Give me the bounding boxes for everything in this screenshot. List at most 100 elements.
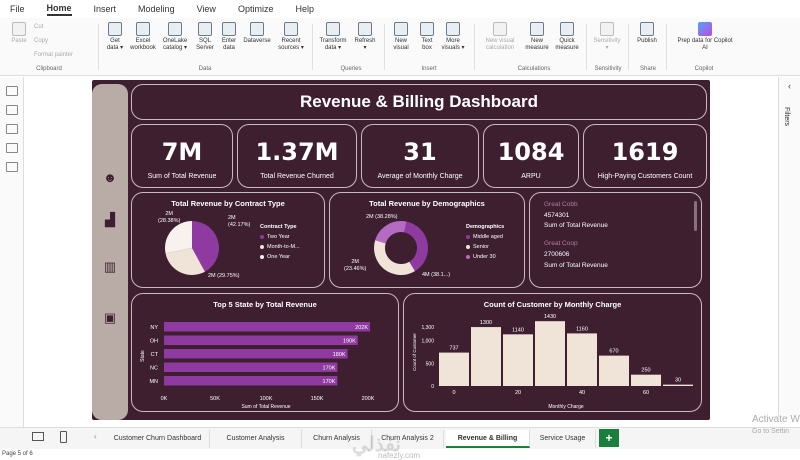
tmdl-view-icon[interactable] (5, 162, 18, 172)
mobile-view-icon[interactable] (60, 431, 67, 443)
state-bar[interactable] (164, 322, 371, 332)
new-visual-button[interactable]: New visual (386, 22, 416, 52)
charge-bar[interactable] (439, 352, 469, 386)
revenue-icon[interactable]: ▣ (103, 310, 117, 325)
charge-bar[interactable] (471, 327, 501, 386)
contract-legend-item[interactable]: Month-to-M... (260, 244, 300, 250)
onelake-catalog-button[interactable]: OneLake catalog ▾ (160, 22, 190, 52)
excel-workbook-button[interactable]: Excel workbook (128, 22, 158, 52)
x-tick-label: 50K (210, 396, 220, 402)
city-name: Great Cobb (544, 201, 578, 208)
demo-legend-item[interactable]: Middle aged (466, 234, 504, 240)
refresh-button[interactable]: Refresh ▾ (350, 22, 380, 52)
contract-legend-item[interactable]: Two Year (260, 234, 300, 240)
menu-insert[interactable]: Insert (93, 4, 117, 14)
demo-legend-item[interactable]: Under 30 (466, 254, 504, 260)
copy-button[interactable]: Copy (34, 38, 49, 44)
cut-button[interactable]: Cut (34, 24, 44, 30)
transform-data-button[interactable]: Transform data ▾ (318, 22, 348, 52)
get-data-button[interactable]: Get data ▾ (100, 22, 130, 52)
contract-pie-chart[interactable] (132, 193, 326, 289)
pie-slice-middle-aged[interactable] (404, 221, 428, 272)
analytics-icon[interactable]: ▟ (105, 212, 115, 227)
pie-slice-one-year[interactable] (165, 221, 192, 254)
x-axis-label: Monthly Charge (548, 404, 584, 410)
table-view-icon[interactable] (5, 105, 18, 115)
pie-slice-under-30[interactable] (375, 221, 407, 244)
publish-button[interactable]: Publish (632, 22, 662, 45)
enter-data-button[interactable]: Enter data (214, 22, 244, 52)
tab-churn-analysis[interactable]: Churn Analysis (302, 430, 372, 448)
new-visual-calculation-button[interactable]: New visual calculation (480, 22, 520, 52)
recent-sources-button[interactable]: Recent sources ▾ (276, 22, 306, 52)
charge-bar[interactable] (535, 321, 565, 386)
chart-icon[interactable]: ▥ (103, 259, 117, 274)
model-view-icon[interactable] (5, 124, 18, 134)
paste-button[interactable]: Paste (4, 22, 34, 45)
menu-optimize[interactable]: Optimize (237, 4, 274, 14)
state-bar[interactable] (164, 335, 358, 346)
menu-modeling[interactable]: Modeling (138, 4, 175, 14)
desktop-view-icon[interactable] (32, 432, 44, 441)
tab-customer-churn[interactable]: Customer Churn Dashboard (106, 430, 210, 448)
y-tick-label: 500 (426, 361, 435, 367)
state-bar[interactable] (164, 362, 338, 373)
scroll-left-icon[interactable]: ‹ (94, 432, 97, 441)
charge-bar[interactable] (663, 384, 693, 386)
states-bars[interactable]: NY 202K OH 190K CT 180K NC 170K MN 170K 0K 50K 100K 1… (140, 322, 375, 410)
tab-customer-analysis[interactable]: Customer Analysis (210, 430, 302, 448)
add-page-button[interactable]: + (599, 429, 619, 447)
new-measure-button[interactable]: New measure (522, 22, 552, 52)
report-view-icon[interactable] (5, 86, 18, 96)
state-label: CT (151, 352, 159, 358)
prep-data-copilot-button[interactable]: Prep data for Copilot AI (670, 22, 740, 52)
menu-home[interactable]: Home (46, 3, 72, 16)
menu-file[interactable]: File (10, 4, 25, 14)
demo-legend-item[interactable]: Senior (466, 244, 504, 250)
top-cities-card[interactable]: Great Cobb 4574301 Sum of Total Revenue … (529, 192, 702, 288)
page-tabs-bar: ‹ Customer Churn Dashboard Customer Anal… (0, 427, 800, 449)
contract-pie-slices[interactable] (165, 221, 220, 275)
demographics-card: Total Revenue by Demographics 2M (38.28%… (329, 192, 525, 288)
tab-service-usage[interactable]: Service Usage (530, 430, 596, 448)
list-scrollbar[interactable] (694, 201, 697, 231)
format-painter-button[interactable]: Format painter (34, 52, 74, 58)
pie-slice-two-year[interactable] (192, 221, 220, 272)
charge-bar[interactable] (631, 374, 661, 386)
monthly-bars[interactable]: 737 1300 1140 1430 1160 670 250 30 0 500 1,000 1,30… (412, 314, 703, 410)
sensitivity-button[interactable]: Sensitivity ▾ (592, 22, 622, 52)
customers-icon[interactable]: ☻ (103, 170, 117, 185)
tab-churn-analysis-2[interactable]: Churn Analysis 2 (372, 430, 444, 448)
dashboard-title-card: Revenue & Billing Dashboard (131, 84, 707, 120)
brand-watermark-url: nafezly.com (378, 451, 421, 460)
charge-bar[interactable] (503, 334, 533, 386)
charge-bar[interactable] (599, 355, 629, 386)
expand-chevron-icon[interactable]: ‹ (788, 81, 791, 91)
top-states-card: Top 5 State by Total Revenue NY 202K OH 190… (131, 293, 399, 412)
group-copilot: Copilot (694, 66, 714, 72)
pie-slice-senior[interactable] (374, 240, 415, 275)
states-bar-chart[interactable]: NY 202K OH 190K CT 180K NC 170K MN 170K 0K 50K 100K 1… (132, 294, 400, 413)
dataverse-button[interactable]: Dataverse (242, 22, 272, 45)
dax-query-icon[interactable] (5, 143, 18, 153)
monthly-charge-chart[interactable]: 737 1300 1140 1430 1160 670 250 30 0 500 1,000 1,30… (404, 294, 703, 413)
tab-revenue-billing[interactable]: Revenue & Billing (446, 430, 530, 448)
state-bar[interactable] (164, 376, 338, 386)
contract-legend-title: Contract Type (260, 224, 297, 230)
contract-legend-item[interactable]: One Year (260, 254, 300, 260)
filters-pane-collapsed[interactable]: ‹ Filters (778, 77, 800, 417)
sql-server-button[interactable]: SQL Server (190, 22, 220, 52)
quick-measure-button[interactable]: Quick measure (552, 22, 582, 52)
charge-bar[interactable] (567, 333, 597, 386)
bar-value-label: 250 (641, 368, 650, 374)
demographics-donut-chart[interactable] (330, 193, 526, 289)
menu-help[interactable]: Help (295, 4, 314, 14)
pie-slice-month-to-m-[interactable] (165, 248, 205, 275)
bar-value-label: 30 (675, 378, 681, 384)
text-box-button[interactable]: Text box (412, 22, 442, 52)
menu-view[interactable]: View (196, 4, 216, 14)
more-visuals-button[interactable]: More visuals ▾ (438, 22, 468, 52)
demographics-donut-slices[interactable] (374, 221, 428, 275)
state-bar[interactable] (164, 349, 348, 359)
state-label: MN (149, 379, 158, 385)
